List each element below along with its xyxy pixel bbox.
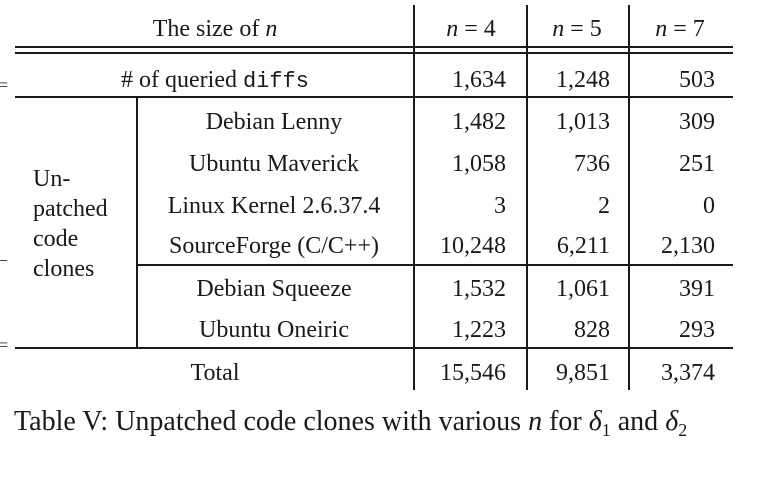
row-name: Debian Squeeze: [196, 276, 352, 302]
header-rule-top: [15, 46, 733, 48]
cell-n5: 1,013: [556, 109, 610, 135]
cell-n7: 251: [679, 151, 715, 177]
row-name: Linux Kernel 2.6.37.4: [167, 193, 381, 219]
row-name: Debian Lenny: [205, 109, 343, 135]
row-rule: [15, 96, 733, 98]
cell-n4: 3: [494, 193, 506, 219]
header-col-n5: n = 5: [552, 16, 602, 42]
header-size-label: The size of n: [152, 16, 278, 42]
queried-n5: 1,248: [556, 67, 610, 93]
col-divider: [628, 5, 630, 390]
group-divider: [136, 97, 138, 348]
total-n4: 15,546: [440, 360, 506, 386]
total-n5: 9,851: [556, 360, 610, 386]
cell-n5: 1,061: [556, 276, 610, 302]
header-col-n4: n = 4: [446, 16, 496, 42]
cell-n7: 391: [679, 276, 715, 302]
row-name: Ubuntu Oneiric: [199, 317, 349, 343]
row-name: SourceForge (C/C++): [169, 233, 379, 259]
table-caption: Table V: Unpatched code clones with vari…: [14, 406, 688, 440]
group-label: Un- patched code clones: [33, 166, 108, 282]
total-rule: [15, 347, 733, 349]
cell-n7: 293: [679, 317, 715, 343]
cell-n7: 0: [703, 193, 715, 219]
cell-n4: 1,223: [452, 317, 506, 343]
col-divider: [413, 5, 415, 390]
row-name: Ubuntu Maverick: [189, 151, 359, 177]
total-n7: 3,374: [661, 360, 715, 386]
cell-n4: 1,058: [452, 151, 506, 177]
total-label: Total: [190, 360, 240, 386]
queried-n4: 1,634: [452, 67, 506, 93]
header-rule-bottom: [15, 52, 733, 54]
queried-diffs-label: # of queried diffs: [121, 67, 309, 94]
cell-n5: 828: [574, 317, 610, 343]
margin-mark: –: [0, 250, 7, 268]
col-divider: [526, 5, 528, 390]
cell-n4: 1,482: [452, 109, 506, 135]
subgroup-rule: [138, 264, 733, 266]
cell-n5: 2: [598, 193, 610, 219]
margin-mark: =: [0, 75, 9, 95]
cell-n4: 1,532: [452, 276, 506, 302]
header-col-n7: n = 7: [655, 16, 705, 42]
margin-mark: =: [0, 335, 9, 355]
cell-n5: 736: [574, 151, 610, 177]
cell-n7: 2,130: [661, 233, 715, 259]
cell-n5: 6,211: [556, 233, 610, 259]
cell-n7: 309: [679, 109, 715, 135]
queried-n7: 503: [679, 67, 715, 93]
cell-n4: 10,248: [440, 233, 506, 259]
